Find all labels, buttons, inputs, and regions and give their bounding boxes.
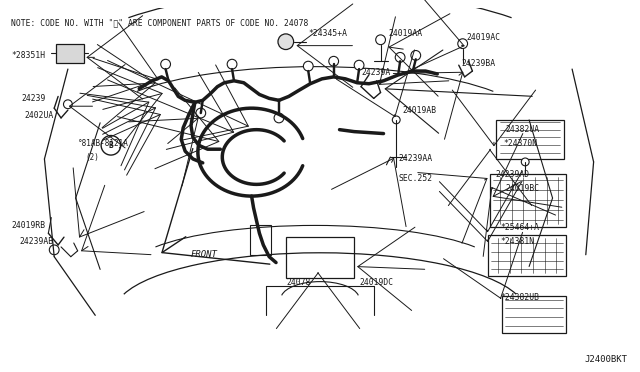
Circle shape	[329, 57, 339, 66]
Bar	[56, 44, 84, 63]
Text: (2): (2)	[86, 153, 99, 161]
Circle shape	[522, 158, 529, 166]
Circle shape	[227, 59, 237, 69]
Text: 24019AB: 24019AB	[402, 106, 436, 115]
Bar	[250, 225, 271, 255]
Text: 24239: 24239	[21, 94, 45, 103]
Text: *24381N: *24381N	[500, 237, 535, 246]
Circle shape	[392, 116, 400, 124]
Text: NOTE: CODE NO. WITH "※" ARE COMPONENT PARTS OF CODE NO. 24078: NOTE: CODE NO. WITH "※" ARE COMPONENT PA…	[12, 18, 308, 27]
Circle shape	[196, 108, 205, 118]
Circle shape	[303, 61, 313, 71]
Text: B: B	[109, 141, 113, 150]
Text: *28351H: *28351H	[12, 51, 45, 60]
Text: 24019DC: 24019DC	[359, 278, 393, 286]
Text: 24382UA: 24382UA	[506, 125, 540, 134]
Text: SEC.252: SEC.252	[398, 174, 432, 183]
Text: *25464+A: *25464+A	[500, 223, 540, 232]
Text: 24019AA: 24019AA	[388, 29, 422, 38]
Bar	[490, 174, 566, 227]
Text: *24382UB: *24382UB	[500, 293, 540, 302]
Text: 24019RB: 24019RB	[12, 221, 45, 230]
Text: 24239A: 24239A	[361, 68, 390, 77]
Text: 24239AA: 24239AA	[398, 154, 432, 163]
Text: 24019BC: 24019BC	[506, 184, 540, 193]
Text: 24239AB: 24239AB	[19, 237, 53, 246]
Circle shape	[49, 245, 59, 255]
Circle shape	[101, 135, 121, 155]
Text: 24019AC: 24019AC	[467, 33, 500, 42]
Text: 24078: 24078	[287, 278, 311, 286]
Text: *24345+A: *24345+A	[308, 29, 348, 38]
Bar	[488, 235, 566, 276]
Circle shape	[411, 51, 420, 60]
Circle shape	[63, 100, 72, 109]
Bar	[502, 296, 566, 333]
Circle shape	[278, 34, 294, 49]
Circle shape	[274, 113, 284, 123]
Circle shape	[376, 35, 385, 45]
Text: 24239AD: 24239AD	[496, 170, 530, 179]
Text: J2400BKT: J2400BKT	[585, 355, 628, 364]
Text: 24239BA: 24239BA	[461, 59, 496, 68]
Circle shape	[354, 60, 364, 70]
Text: *24370N: *24370N	[504, 139, 538, 148]
Bar	[286, 237, 354, 278]
Text: FRONT: FRONT	[191, 250, 218, 259]
Circle shape	[161, 59, 170, 69]
Circle shape	[396, 52, 405, 62]
Text: °81AB-8121A: °81AB-8121A	[77, 139, 129, 148]
Bar	[496, 120, 564, 159]
Circle shape	[458, 39, 468, 49]
Text: 2402UA: 2402UA	[25, 112, 54, 121]
